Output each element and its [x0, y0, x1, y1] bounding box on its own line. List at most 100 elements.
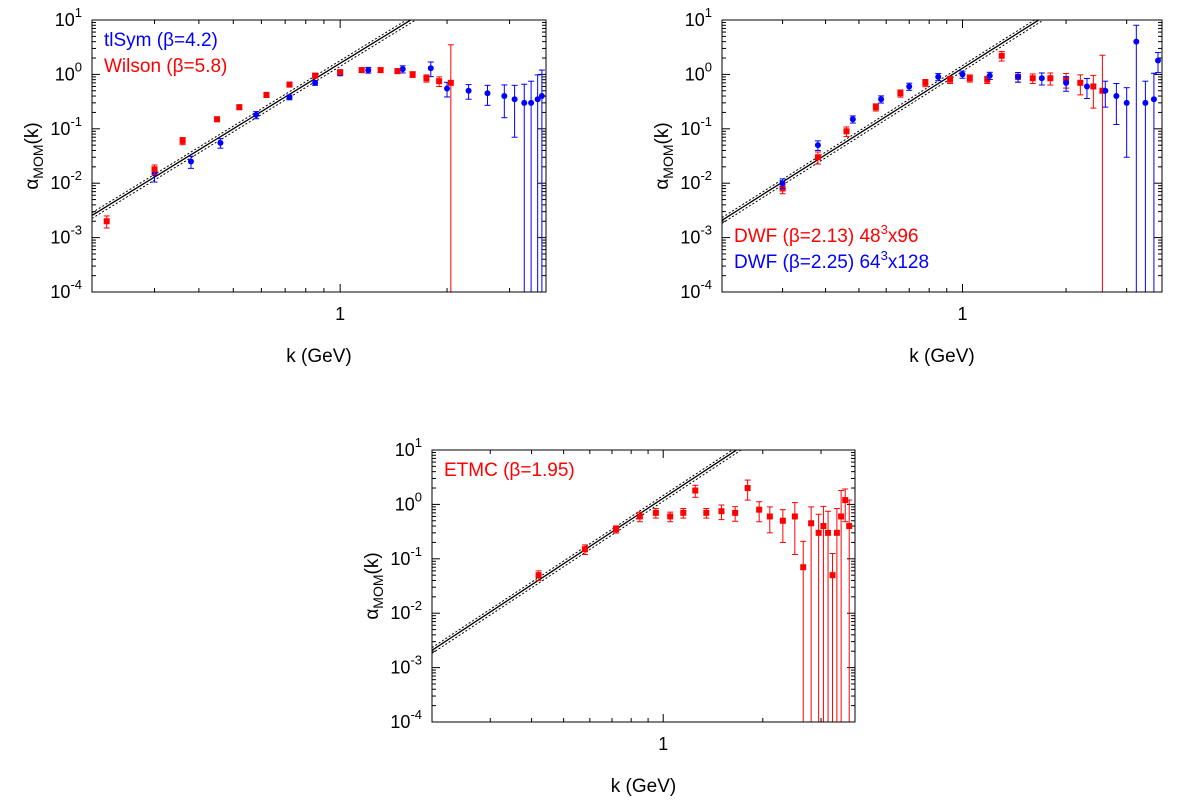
data-point [846, 523, 853, 530]
data-point [680, 509, 687, 516]
fit-band-upper [432, 450, 734, 649]
data-point [636, 513, 643, 520]
data-point [444, 85, 451, 92]
plot-frame [91, 19, 547, 293]
y-tick-label: 10-4 [390, 707, 422, 732]
data-point [538, 93, 545, 100]
data-point [511, 96, 518, 103]
series-1 [103, 44, 454, 292]
plot-frame [721, 19, 1163, 293]
y-tick-label: 10-3 [390, 653, 422, 678]
data-point [800, 564, 807, 571]
data-point [1077, 79, 1084, 86]
data-point [703, 509, 710, 516]
data-point [613, 526, 620, 533]
data-point [966, 75, 973, 82]
data-point [872, 104, 879, 111]
data-point [399, 66, 406, 73]
x-axis-label: k (GeV) [611, 776, 676, 797]
data-point [922, 79, 929, 86]
data-point [1123, 99, 1130, 106]
data-point [427, 65, 434, 72]
x-tick-label: 1 [335, 304, 345, 324]
data-point [820, 523, 827, 530]
data-point [286, 94, 293, 101]
data-point [187, 158, 194, 165]
panel-dwf: 10-4 10-3 10-2 10-1 100 101 1 k (GeV) αMOM(k) DWF… [652, 5, 1163, 367]
data-point [484, 90, 491, 97]
data-point [833, 529, 840, 536]
data-point [829, 572, 836, 579]
series-1 [779, 24, 1162, 292]
y-tick-label: 10-2 [390, 598, 422, 623]
data-point [436, 78, 443, 85]
data-point [528, 99, 535, 106]
plot-area [92, 20, 545, 292]
series-0 [151, 61, 545, 292]
data-point [1063, 79, 1070, 86]
data-point [718, 508, 725, 515]
data-point [791, 513, 798, 520]
data-point [358, 67, 365, 74]
data-point [151, 166, 158, 173]
fit-line [432, 450, 738, 651]
data-point [692, 487, 699, 494]
data-point [986, 72, 993, 79]
data-point [1150, 96, 1157, 103]
data-point [337, 69, 344, 76]
data-point [766, 513, 773, 520]
data-point [447, 79, 454, 86]
plot-frame [431, 449, 856, 723]
x-axis-label: k (GeV) [286, 346, 351, 367]
data-point [959, 71, 966, 78]
data-point [263, 91, 270, 98]
data-point [842, 497, 849, 504]
data-point [849, 116, 856, 123]
data-point [814, 154, 821, 161]
data-point [756, 506, 763, 513]
y-tick-label: 10-1 [390, 544, 422, 569]
data-point [732, 509, 739, 516]
data-point [935, 73, 942, 80]
x-tick-label: 1 [658, 734, 668, 754]
data-point [1083, 83, 1090, 90]
data-point [253, 111, 260, 118]
series-0 [535, 479, 853, 722]
data-point [779, 517, 786, 524]
data-point [214, 116, 221, 123]
fit-band-lower [92, 20, 417, 219]
data-point [465, 87, 472, 94]
fit-band-upper [92, 20, 408, 214]
data-point [667, 513, 674, 520]
data-point [1047, 75, 1054, 82]
fit-band-lower [432, 450, 742, 654]
data-point [394, 68, 401, 75]
y-tick-label: 10-4 [680, 277, 712, 302]
x-axis-label: k (GeV) [909, 346, 974, 367]
data-point [1155, 57, 1162, 64]
data-point [808, 520, 815, 527]
data-point [1015, 73, 1022, 80]
panel-etmc: 10-4 10-3 10-2 10-1 100 101 1 k (GeV) αMOM(k) ETM… [362, 435, 856, 797]
legend-entry: DWF (β=2.13) 483x96 [734, 222, 919, 247]
data-point [501, 93, 508, 100]
data-point [815, 529, 822, 536]
y-axis-label: αMOM(k) [362, 552, 386, 619]
data-point [1090, 83, 1097, 90]
data-point [998, 52, 1005, 59]
data-point [521, 99, 528, 106]
data-point [897, 90, 904, 97]
y-tick-label: 100 [685, 59, 712, 84]
data-point [423, 75, 430, 82]
data-point [1029, 75, 1036, 82]
y-tick-label: 101 [685, 5, 712, 30]
y-tick-label: 10-3 [50, 223, 82, 248]
fit-line [92, 20, 413, 216]
fit-band-lower [722, 20, 1045, 224]
y-tick-label: 101 [395, 435, 422, 460]
data-point [843, 128, 850, 135]
data-point [535, 572, 542, 579]
y-tick-label: 101 [55, 5, 82, 30]
data-point [312, 79, 319, 86]
